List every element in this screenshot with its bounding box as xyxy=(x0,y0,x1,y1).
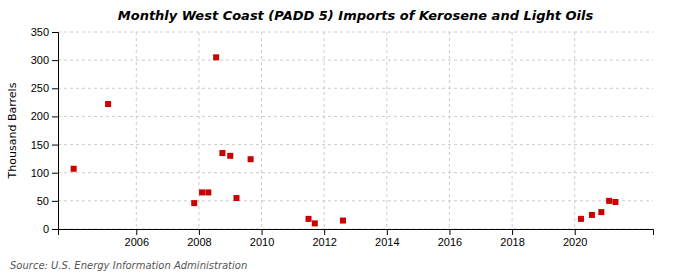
point xyxy=(227,153,233,159)
x-tick-label: 2014 xyxy=(375,236,399,248)
y-tick-label: 350 xyxy=(31,26,49,38)
x-axis-line xyxy=(59,230,654,236)
x-tick-label: 2018 xyxy=(500,236,524,248)
grid-line-y xyxy=(58,60,653,61)
x-tick-mark xyxy=(575,229,576,235)
grid-line-x xyxy=(386,32,387,229)
y-tick: 100 xyxy=(31,167,58,179)
y-tick-label: 0 xyxy=(43,223,49,235)
x-tick-label: 2020 xyxy=(563,236,587,248)
point xyxy=(589,212,595,218)
y-tick-mark xyxy=(52,145,58,146)
point xyxy=(612,199,618,205)
point xyxy=(199,189,205,195)
y-tick: 250 xyxy=(31,82,58,94)
y-tick-label: 200 xyxy=(31,110,49,122)
x-tick: 2008 xyxy=(187,229,211,248)
x-tick-mark xyxy=(136,229,137,235)
grid-line-y xyxy=(58,172,653,173)
plot: 2006 2008 2010 2012 2014 2016 2018 2020 0 50 100 15… xyxy=(31,26,654,248)
x-tick-label: 2016 xyxy=(438,236,462,248)
point xyxy=(578,216,584,222)
point xyxy=(71,166,77,172)
point xyxy=(234,195,240,201)
grid-line-x xyxy=(324,32,325,229)
x-tick-mark xyxy=(324,229,325,235)
x-tick-label: 2006 xyxy=(125,236,149,248)
x-tick: 2016 xyxy=(438,229,462,248)
x-tick: 2020 xyxy=(563,229,587,248)
x-tick: 2018 xyxy=(500,229,524,248)
y-axis-line xyxy=(52,33,59,230)
x-tick: 2006 xyxy=(125,229,149,248)
x-tick-mark xyxy=(449,229,450,235)
y-tick: 50 xyxy=(37,195,58,207)
x-tick-mark xyxy=(512,229,513,235)
y-tick: 300 xyxy=(31,54,58,66)
x-axis: 2006 2008 2010 2012 2014 2016 2018 2020 xyxy=(59,229,654,248)
grid-line-x xyxy=(574,32,575,229)
point xyxy=(205,189,211,195)
x-tick: 2010 xyxy=(250,229,274,248)
grid-line-x xyxy=(136,32,137,229)
y-tick-mark xyxy=(52,32,58,33)
grid-line-x xyxy=(449,32,450,229)
y-tick-mark xyxy=(52,88,58,89)
grid-line-x xyxy=(512,32,513,229)
point xyxy=(606,198,612,204)
x-tick: 2014 xyxy=(375,229,399,248)
y-tick-label: 100 xyxy=(31,167,49,179)
y-tick: 150 xyxy=(31,139,58,151)
grid-line-x xyxy=(261,32,262,229)
y-tick-mark xyxy=(52,229,58,230)
grid-line-y xyxy=(58,32,653,33)
y-axis-title: Thousand Barrels xyxy=(6,82,19,179)
point xyxy=(219,150,225,156)
x-tick: 2012 xyxy=(312,229,336,248)
x-tick-label: 2008 xyxy=(187,236,211,248)
points xyxy=(71,54,619,226)
y-tick: 350 xyxy=(31,26,58,38)
x-tick-label: 2012 xyxy=(312,236,336,248)
x-tick-mark xyxy=(262,229,263,235)
y-axis: 0 50 100 150 200 250 300 350 xyxy=(31,26,59,235)
point xyxy=(248,156,254,162)
y-tick-mark xyxy=(52,116,58,117)
point xyxy=(312,220,318,226)
point xyxy=(598,209,604,215)
y-tick-label: 150 xyxy=(31,139,49,151)
grid-line-y xyxy=(58,144,653,145)
grid-line-y xyxy=(58,200,653,201)
source: Source: U.S. Energy Information Administ… xyxy=(10,260,247,271)
x-tick-mark xyxy=(199,229,200,235)
y-tick-mark xyxy=(52,173,58,174)
y-tick: 0 xyxy=(43,223,58,235)
y-tick: 200 xyxy=(31,110,58,122)
x-tick-mark xyxy=(387,229,388,235)
point xyxy=(213,54,219,60)
point xyxy=(306,216,312,222)
point xyxy=(191,200,197,206)
y-tick-mark xyxy=(52,60,58,61)
y-tick-mark xyxy=(52,201,58,202)
grid xyxy=(58,32,653,229)
grid-line-y xyxy=(58,88,653,89)
y-tick-label: 50 xyxy=(37,195,49,207)
x-tick-label: 2010 xyxy=(250,236,274,248)
y-tick-label: 250 xyxy=(31,82,49,94)
point xyxy=(340,218,346,224)
grid-line-y xyxy=(58,116,653,117)
chart: 2006 2008 2010 2012 2014 2016 2018 2020 0 50 100 15… xyxy=(0,0,675,275)
grid-line-x xyxy=(198,32,199,229)
title: Monthly West Coast (PADD 5) Imports of K… xyxy=(118,8,594,23)
y-tick-label: 300 xyxy=(31,54,49,66)
point xyxy=(105,101,111,107)
